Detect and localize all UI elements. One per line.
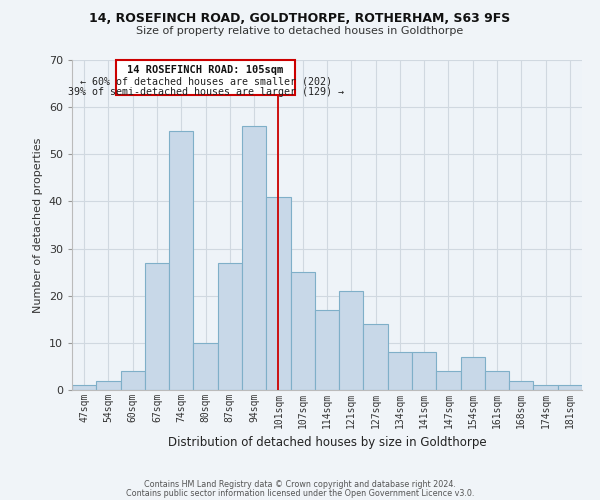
Bar [169, 130, 193, 390]
Bar [364, 324, 388, 390]
Text: 39% of semi-detached houses are larger (129) →: 39% of semi-detached houses are larger (… [68, 88, 344, 98]
Bar [145, 262, 169, 390]
Text: Size of property relative to detached houses in Goldthorpe: Size of property relative to detached ho… [136, 26, 464, 36]
Bar [558, 386, 582, 390]
Bar [533, 386, 558, 390]
Bar [218, 262, 242, 390]
Text: ← 60% of detached houses are smaller (202): ← 60% of detached houses are smaller (20… [80, 76, 332, 86]
Text: 14, ROSEFINCH ROAD, GOLDTHORPE, ROTHERHAM, S63 9FS: 14, ROSEFINCH ROAD, GOLDTHORPE, ROTHERHA… [89, 12, 511, 26]
Bar [339, 291, 364, 390]
X-axis label: Distribution of detached houses by size in Goldthorpe: Distribution of detached houses by size … [167, 436, 487, 450]
FancyBboxPatch shape [116, 60, 295, 96]
Text: Contains public sector information licensed under the Open Government Licence v3: Contains public sector information licen… [126, 488, 474, 498]
Text: 14 ROSEFINCH ROAD: 105sqm: 14 ROSEFINCH ROAD: 105sqm [127, 64, 284, 74]
Bar [388, 352, 412, 390]
Bar [96, 380, 121, 390]
Bar [121, 371, 145, 390]
Bar [412, 352, 436, 390]
Bar [72, 386, 96, 390]
Text: Contains HM Land Registry data © Crown copyright and database right 2024.: Contains HM Land Registry data © Crown c… [144, 480, 456, 489]
Bar [436, 371, 461, 390]
Bar [461, 357, 485, 390]
Bar [266, 196, 290, 390]
Bar [315, 310, 339, 390]
Bar [193, 343, 218, 390]
Bar [242, 126, 266, 390]
Bar [290, 272, 315, 390]
Bar [485, 371, 509, 390]
Y-axis label: Number of detached properties: Number of detached properties [33, 138, 43, 312]
Bar [509, 380, 533, 390]
